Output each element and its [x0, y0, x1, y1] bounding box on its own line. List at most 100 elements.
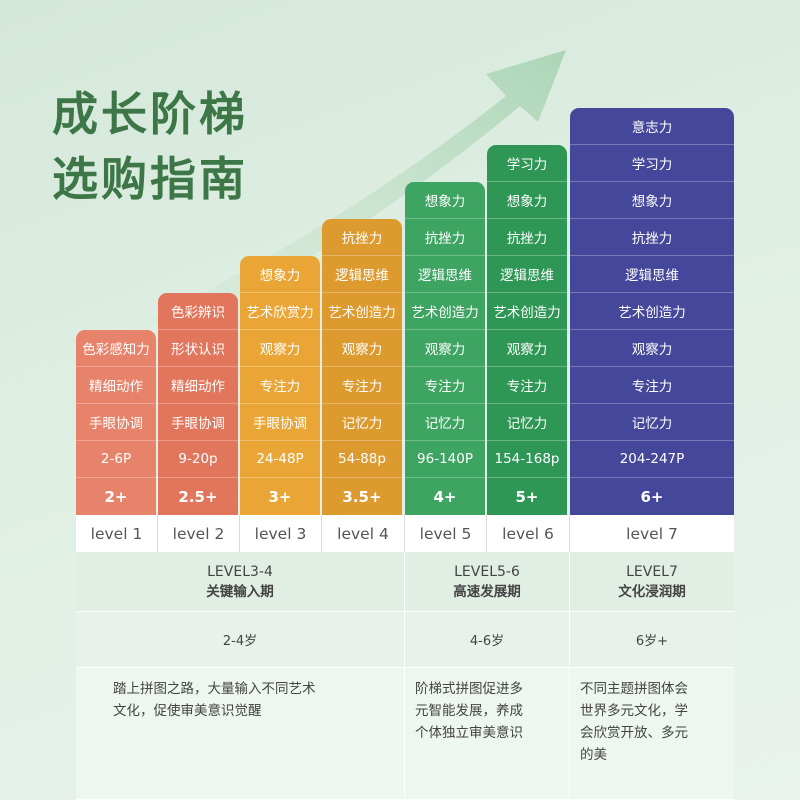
page-title: 成长阶梯 选购指南 — [52, 82, 248, 212]
ability-item: 抗挫力 — [322, 219, 402, 256]
level-column-7: 意志力 学习力 想象力 抗挫力 逻辑思维 艺术创造力 观察力 专注力 记忆力 204-247P 6+ — [570, 108, 734, 515]
ability-item: 记忆力 — [322, 404, 402, 441]
level-label-6: level 6 — [487, 515, 570, 552]
ability-item: 逻辑思维 — [570, 256, 734, 293]
ability-item: 抗挫力 — [487, 219, 567, 256]
ability-item: 手眼协调 — [240, 404, 320, 441]
ability-item: 记忆力 — [570, 404, 734, 441]
group-name: LEVEL3-4 — [207, 563, 273, 580]
piece-count: 54-88p — [322, 441, 402, 478]
ability-item: 手眼协调 — [158, 404, 238, 441]
ability-item: 记忆力 — [487, 404, 567, 441]
age-badge: 3.5+ — [342, 487, 382, 506]
age-range-text: 2-4岁 — [222, 634, 258, 649]
ability-item: 观察力 — [240, 330, 320, 367]
age-range-level3-4: 2-4岁 — [76, 612, 405, 668]
ability-item: 专注力 — [405, 367, 485, 404]
group-header-level7: LEVEL7 文化浸润期 — [570, 552, 734, 612]
description-line: 世界多元文化，学 — [580, 703, 688, 719]
piece-count: 204-247P — [570, 441, 734, 478]
description-level7: 不同主题拼图体会 世界多元文化，学 会欣赏开放、多元 的美 — [570, 668, 734, 800]
group-stage: 高速发展期 — [453, 583, 521, 600]
group-name: LEVEL7 — [626, 563, 678, 580]
age-badge: 4+ — [433, 487, 457, 506]
ability-item: 形状认识 — [158, 330, 238, 367]
level-label-5: level 5 — [405, 515, 487, 552]
level-column-5: 想象力 抗挫力 逻辑思维 艺术创造力 观察力 专注力 记忆力 96-140P 4+ — [405, 182, 485, 515]
ability-item: 艺术创造力 — [487, 293, 567, 330]
ability-item: 想象力 — [405, 182, 485, 219]
ability-item: 手眼协调 — [76, 404, 156, 441]
level-label-4: level 4 — [322, 515, 405, 552]
group-stage: 文化浸润期 — [618, 583, 686, 600]
ability-item: 精细动作 — [158, 367, 238, 404]
description-line: 个体独立审美意识 — [415, 725, 523, 741]
ability-item: 色彩感知力 — [76, 330, 156, 367]
age-range-level5-6: 4-6岁 — [405, 612, 570, 668]
ability-item: 逻辑思维 — [487, 256, 567, 293]
ability-item: 学习力 — [570, 145, 734, 182]
description-line: 元智能发展，养成 — [415, 703, 523, 719]
level-label-2: level 2 — [158, 515, 240, 552]
stage-table: LEVEL3-4 关键输入期 LEVEL5-6 高速发展期 LEVEL7 文化浸… — [76, 552, 734, 800]
ability-item: 记忆力 — [405, 404, 485, 441]
title-line-1: 成长阶梯 — [52, 87, 248, 141]
description-line: 踏上拼图之路，大量输入不同艺术 — [113, 681, 316, 697]
ability-item: 抗挫力 — [570, 219, 734, 256]
ability-item: 专注力 — [322, 367, 402, 404]
level-label-7: level 7 — [626, 524, 678, 543]
ability-item: 艺术创造力 — [322, 293, 402, 330]
piece-count: 2-6P — [76, 441, 156, 478]
age-badge: 2.5+ — [178, 487, 218, 506]
ability-item: 观察力 — [405, 330, 485, 367]
ability-item: 学习力 — [487, 145, 567, 182]
description-level5-6: 阶梯式拼图促进多 元智能发展，养成 个体独立审美意识 — [405, 668, 570, 800]
level-label-row: level 1 level 2 level 3 level 4 level 5 level… — [76, 515, 734, 552]
age-badge: 3+ — [268, 487, 292, 506]
ability-item: 想象力 — [570, 182, 734, 219]
level-column-3: 想象力 艺术欣赏力 观察力 专注力 手眼协调 24-48P 3+ — [240, 256, 320, 515]
ability-item: 艺术欣赏力 — [240, 293, 320, 330]
ability-item: 艺术创造力 — [570, 293, 734, 330]
ability-item: 想象力 — [240, 256, 320, 293]
ability-item: 逻辑思维 — [322, 256, 402, 293]
level-column-1: 色彩感知力 精细动作 手眼协调 2-6P 2+ — [76, 330, 156, 515]
group-name: LEVEL5-6 — [454, 563, 520, 580]
ability-item: 专注力 — [240, 367, 320, 404]
description-line: 的美 — [580, 747, 607, 763]
description-line: 会欣赏开放、多元 — [580, 725, 688, 741]
ability-item: 想象力 — [487, 182, 567, 219]
description-line: 阶梯式拼图促进多 — [415, 681, 523, 697]
level-column-6: 学习力 想象力 抗挫力 逻辑思维 艺术创造力 观察力 专注力 记忆力 154-168p 5+ — [487, 145, 567, 515]
ability-item: 色彩辨识 — [158, 293, 238, 330]
piece-count: 9-20p — [158, 441, 238, 478]
age-range-text: 4-6岁 — [469, 634, 505, 649]
title-line-2: 选购指南 — [52, 152, 248, 206]
ability-item: 专注力 — [570, 367, 734, 404]
ability-item: 观察力 — [487, 330, 567, 367]
age-badge: 2+ — [104, 487, 128, 506]
age-badge: 6+ — [640, 487, 664, 506]
group-header-level3-4: LEVEL3-4 关键输入期 — [76, 552, 405, 612]
level-label-3: level 3 — [240, 515, 322, 552]
ability-item: 观察力 — [322, 330, 402, 367]
ability-item: 意志力 — [570, 108, 734, 145]
ability-item: 逻辑思维 — [405, 256, 485, 293]
age-badge: 5+ — [515, 487, 539, 506]
description-level3-4: 踏上拼图之路，大量输入不同艺术 文化，促使审美意识觉醒 — [76, 668, 405, 800]
group-header-level5-6: LEVEL5-6 高速发展期 — [405, 552, 570, 612]
ability-item: 精细动作 — [76, 367, 156, 404]
description-line: 文化，促使审美意识觉醒 — [113, 703, 262, 719]
level-column-2: 色彩辨识 形状认识 精细动作 手眼协调 9-20p 2.5+ — [158, 293, 238, 515]
piece-count: 154-168p — [487, 441, 567, 478]
ability-item: 专注力 — [487, 367, 567, 404]
level-column-4: 抗挫力 逻辑思维 艺术创造力 观察力 专注力 记忆力 54-88p 3.5+ — [322, 219, 402, 515]
level-label-1: level 1 — [76, 515, 158, 552]
group-stage: 关键输入期 — [206, 583, 274, 600]
piece-count: 24-48P — [240, 441, 320, 478]
age-range-text: 6岁+ — [635, 634, 669, 649]
description-line: 不同主题拼图体会 — [580, 681, 688, 697]
age-range-level7: 6岁+ — [570, 612, 734, 668]
ability-item: 抗挫力 — [405, 219, 485, 256]
ability-item: 艺术创造力 — [405, 293, 485, 330]
